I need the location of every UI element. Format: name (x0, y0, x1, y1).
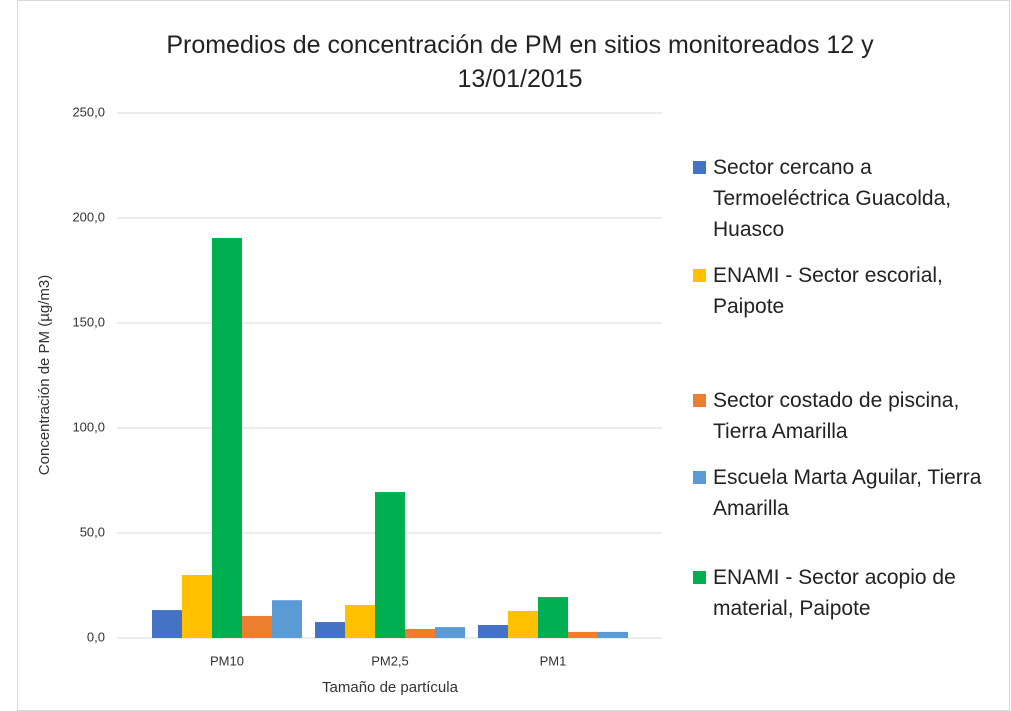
x-tick-label: PM1 (540, 653, 567, 668)
bar (508, 610, 538, 638)
x-tick-label: PM2,5 (371, 653, 409, 668)
legend-item: Sector cercano a Termoeléctrica Guacolda… (693, 152, 993, 245)
bar (375, 492, 405, 638)
bar (272, 600, 302, 638)
bar (345, 605, 375, 638)
legend-swatch (693, 269, 706, 282)
legend-item: Sector costado de piscina, Tierra Amaril… (693, 385, 993, 447)
bar (242, 615, 272, 638)
legend-item: ENAMI - Sector escorial, Paipote (693, 260, 993, 322)
legend-swatch (693, 471, 706, 484)
y-axis-title: Concentración de PM (µg/m3) (36, 275, 53, 475)
bar (152, 610, 182, 638)
x-tick-label: PM10 (210, 653, 244, 668)
x-axis-title: Tamaño de partícula (322, 679, 459, 696)
legend-swatch (693, 161, 706, 174)
y-tick-label: 50,0 (80, 524, 105, 539)
bar (598, 631, 628, 638)
legend-label: ENAMI - Sector escorial, Paipote (713, 264, 943, 318)
bar (405, 628, 435, 638)
legend-label: ENAMI - Sector acopio de material, Paipo… (713, 566, 956, 620)
legend-label: Sector costado de piscina, Tierra Amaril… (713, 389, 960, 443)
chart-title: Promedios de concentración de PM en siti… (166, 31, 874, 93)
legend-label: Escuela Marta Aguilar, Tierra Amarilla (713, 466, 982, 520)
legend-label: Sector cercano a Termoeléctrica Guacolda… (713, 156, 952, 241)
legend-swatch (693, 394, 706, 407)
bar (568, 631, 598, 638)
bar (538, 597, 568, 638)
bar (478, 624, 508, 638)
legend-swatch (693, 571, 706, 584)
y-tick-label: 100,0 (72, 419, 105, 434)
y-tick-label: 150,0 (72, 314, 105, 329)
bar (435, 627, 465, 638)
bar (315, 622, 345, 638)
legend-item: ENAMI - Sector acopio de material, Paipo… (693, 562, 993, 624)
y-tick-label: 0,0 (87, 629, 105, 644)
bar (182, 575, 212, 638)
y-tick-label: 200,0 (72, 209, 105, 224)
bar (212, 237, 242, 638)
y-tick-label: 250,0 (72, 104, 105, 119)
legend-item: Escuela Marta Aguilar, Tierra Amarilla (693, 462, 993, 524)
